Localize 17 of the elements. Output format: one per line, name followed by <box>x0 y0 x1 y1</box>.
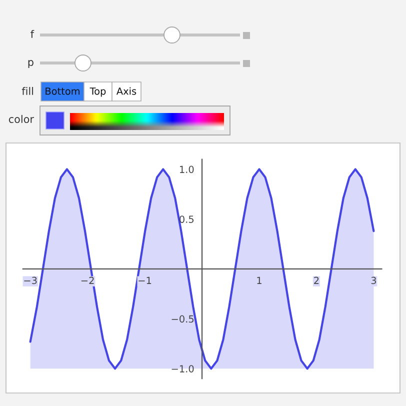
x-tick-label: −1 <box>138 276 152 284</box>
text: color <box>8 114 34 124</box>
y-tick-label: −1.0 <box>172 365 194 372</box>
y-tick-label: 0.5 <box>180 216 194 223</box>
x-tick-label: 3 <box>371 276 376 284</box>
text: fill <box>22 86 34 95</box>
x-tick-label: 1 <box>257 276 262 284</box>
x-tick-label: 2 <box>314 276 319 284</box>
x-tick-label: −2 <box>81 276 94 284</box>
text: p <box>28 60 34 68</box>
text: Axis <box>116 87 136 95</box>
text: Bottom <box>46 88 80 95</box>
text: f <box>30 30 34 38</box>
y-tick-label: 1.0 <box>180 166 194 174</box>
y-tick-label: −0.5 <box>172 315 194 323</box>
x-tick-label: −3 <box>24 276 37 284</box>
text: Top <box>90 88 106 97</box>
